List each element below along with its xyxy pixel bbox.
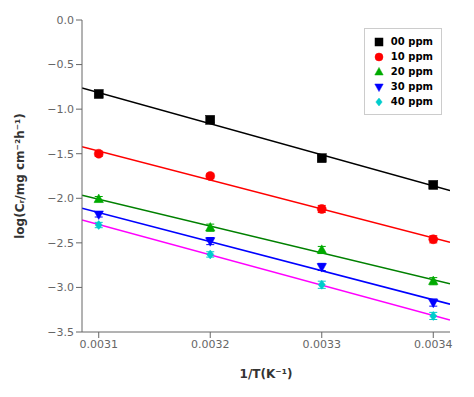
svg-text:log(Cᵣ/mg cm⁻²h⁻¹): log(Cᵣ/mg cm⁻²h⁻¹) <box>13 113 27 239</box>
svg-text:0.0033: 0.0033 <box>303 338 342 351</box>
html-text:10 ppm: 10 ppm <box>390 51 433 62</box>
svg-text:−2.0: −2.0 <box>47 192 74 205</box>
svg-text:−2.5: −2.5 <box>47 237 74 250</box>
svg-text:0.0034: 0.0034 <box>414 338 453 351</box>
html-text:00 ppm: 00 ppm <box>390 36 433 47</box>
html-text:20 ppm: 20 ppm <box>390 66 433 77</box>
svg-text:−3.0: −3.0 <box>47 281 74 294</box>
html-text:40 ppm: 40 ppm <box>390 96 433 107</box>
svg-text:−3.5: −3.5 <box>47 326 74 339</box>
svg-text:0.0: 0.0 <box>57 14 75 27</box>
svg-text:−0.5: −0.5 <box>47 58 74 71</box>
svg-text:−1.0: −1.0 <box>47 103 74 116</box>
svg-text:−1.5: −1.5 <box>47 148 74 161</box>
svg-text:1/T(K⁻¹): 1/T(K⁻¹) <box>240 367 293 381</box>
html-text:30 ppm: 30 ppm <box>390 81 433 92</box>
svg-text:0.0031: 0.0031 <box>79 338 118 351</box>
svg-text:0.0032: 0.0032 <box>191 338 230 351</box>
